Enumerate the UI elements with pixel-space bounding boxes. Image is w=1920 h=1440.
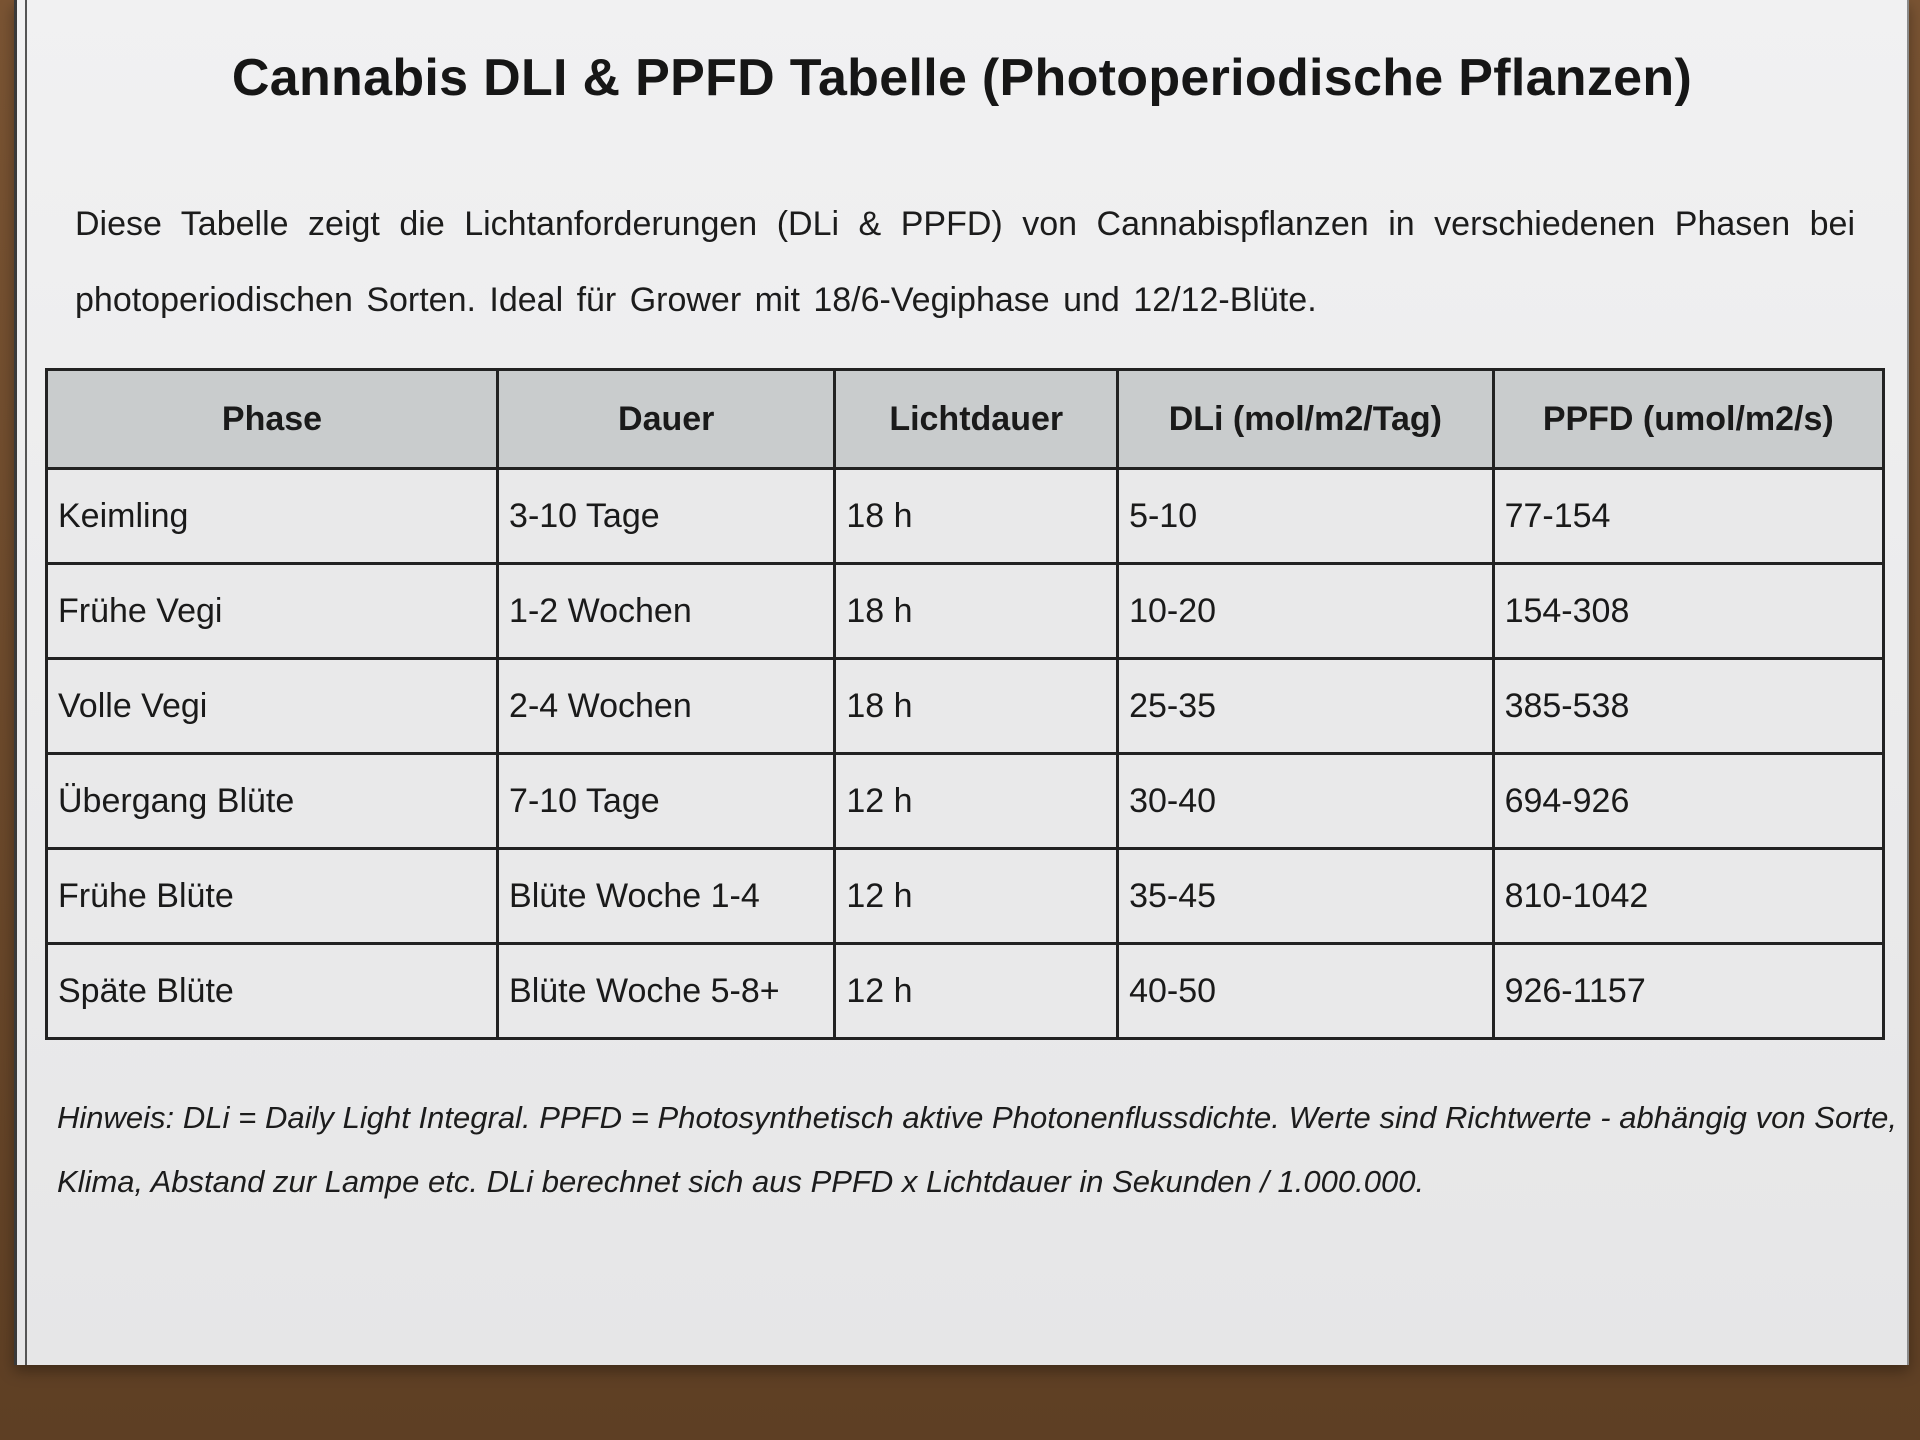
header-dli: DLi (mol/m2/Tag) xyxy=(1116,368,1495,470)
dli-ppfd-table: Phase Dauer Lichtdauer DLi (mol/m2/Tag) … xyxy=(44,368,1886,1040)
cell-lichtdauer: 12 h xyxy=(833,752,1120,850)
cell-ppfd: 694-926 xyxy=(1491,752,1886,850)
cell-dauer: 1-2 Wochen xyxy=(496,562,837,660)
cell-dauer: 3-10 Tage xyxy=(496,467,837,565)
cell-phase: Übergang Blüte xyxy=(44,752,500,850)
cell-dli: 30-40 xyxy=(1116,752,1495,850)
cell-ppfd: 154-308 xyxy=(1491,562,1886,660)
cell-phase: Frühe Vegi xyxy=(44,562,500,660)
table-row: Späte Blüte Blüte Woche 5-8+ 12 h 40-50 … xyxy=(44,942,1886,1040)
table-row: Keimling 3-10 Tage 18 h 5-10 77-154 xyxy=(44,467,1886,565)
cell-dauer: 2-4 Wochen xyxy=(496,657,837,755)
cell-dli: 25-35 xyxy=(1116,657,1495,755)
cell-phase: Späte Blüte xyxy=(44,942,500,1040)
cell-ppfd: 810-1042 xyxy=(1491,847,1886,945)
cell-phase: Keimling xyxy=(44,467,500,565)
cell-dli: 40-50 xyxy=(1116,942,1495,1040)
cell-ppfd: 385-538 xyxy=(1491,657,1886,755)
cell-dli: 10-20 xyxy=(1116,562,1495,660)
header-lichtdauer: Lichtdauer xyxy=(833,368,1120,470)
intro-paragraph: Diese Tabelle zeigt die Lichtanforderung… xyxy=(75,205,1855,319)
cell-lichtdauer: 12 h xyxy=(833,942,1120,1040)
header-dauer: Dauer xyxy=(496,368,837,470)
cell-lichtdauer: 18 h xyxy=(833,562,1120,660)
footnote: Hinweis: DLi = Daily Light Integral. PPF… xyxy=(57,1100,1897,1199)
cell-ppfd: 926-1157 xyxy=(1491,942,1886,1040)
cell-lichtdauer: 18 h xyxy=(833,657,1120,755)
cell-phase: Volle Vegi xyxy=(44,657,500,755)
printed-sheet: Cannabis DLI & PPFD Tabelle (Photoperiod… xyxy=(14,0,1909,1365)
cell-dli: 5-10 xyxy=(1116,467,1495,565)
table-row: Frühe Vegi 1-2 Wochen 18 h 10-20 154-308 xyxy=(44,562,1886,660)
page-title: Cannabis DLI & PPFD Tabelle (Photoperiod… xyxy=(231,49,1693,107)
cell-lichtdauer: 18 h xyxy=(833,467,1120,565)
cell-dauer: Blüte Woche 1-4 xyxy=(496,847,837,945)
cell-ppfd: 77-154 xyxy=(1491,467,1886,565)
cell-dauer: 7-10 Tage xyxy=(496,752,837,850)
table-row: Frühe Blüte Blüte Woche 1-4 12 h 35-45 8… xyxy=(44,847,1886,945)
table-header-row: Phase Dauer Lichtdauer DLi (mol/m2/Tag) … xyxy=(44,368,1886,470)
table-row: Volle Vegi 2-4 Wochen 18 h 25-35 385-538 xyxy=(44,657,1886,755)
header-ppfd: PPFD (umol/m2/s) xyxy=(1491,368,1886,470)
cell-lichtdauer: 12 h xyxy=(833,847,1120,945)
table-row: Übergang Blüte 7-10 Tage 12 h 30-40 694-… xyxy=(44,752,1886,850)
cell-dauer: Blüte Woche 5-8+ xyxy=(496,942,837,1040)
cell-phase: Frühe Blüte xyxy=(44,847,500,945)
header-phase: Phase xyxy=(44,368,500,470)
cell-dli: 35-45 xyxy=(1116,847,1495,945)
